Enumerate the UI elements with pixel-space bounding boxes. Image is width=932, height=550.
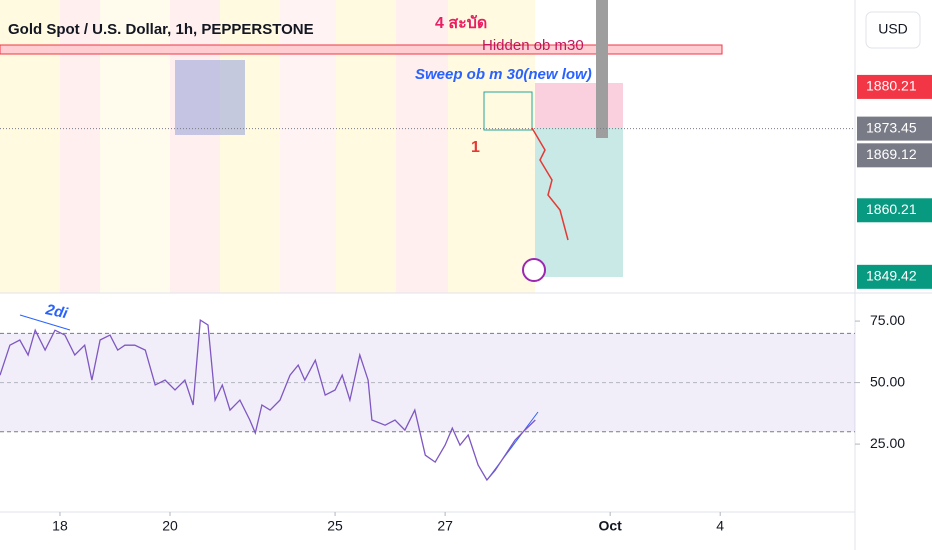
price-label: 1849.42 [866,268,917,284]
price-label: 1873.45 [866,119,917,135]
x-tick-label: 20 [162,518,178,534]
price-label-bg [857,74,932,99]
rsi-line [0,318,536,482]
session-stripes [0,0,535,293]
currency-button[interactable] [865,11,921,49]
price-label-bg [857,116,932,141]
chart-title: Gold Spot / U.S. Dollar, 1h, PEPPERSTONE [8,21,314,38]
annotation: 1 [471,139,480,156]
divergence-line [19,314,71,331]
y-tick-label: 50.00 [870,373,905,389]
profile-bar [596,0,608,138]
price-label-bg [857,143,932,168]
ob-zone [0,44,723,55]
price-label: 1869.12 [866,146,917,162]
currency[interactable]: USD [878,21,908,37]
price-label-bg [857,198,932,223]
annotation: Sweep ob m 30(new low) [415,66,592,83]
x-tick-label: Oct [598,518,622,534]
candles [483,91,533,131]
x-tick-label: 4 [716,518,724,534]
x-tick-label: 18 [52,518,68,534]
price-label-bg [857,264,932,289]
price-label: 1880.21 [866,78,917,94]
y-tick-label: 75.00 [870,312,905,328]
target-zone [535,127,623,277]
event-icon [522,258,546,282]
annotation: 2di [43,301,70,323]
stop-zone [535,83,623,127]
y-tick-label: 25.00 [870,435,905,451]
annotation: Hidden ob m30 [482,37,584,54]
annotation: 4 สะบัด [435,14,487,32]
volume-profile [175,60,245,135]
projection-arrow [531,127,569,241]
x-tick-label: 25 [327,518,343,534]
price-label: 1860.21 [866,201,917,217]
x-tick-label: 27 [437,518,453,534]
